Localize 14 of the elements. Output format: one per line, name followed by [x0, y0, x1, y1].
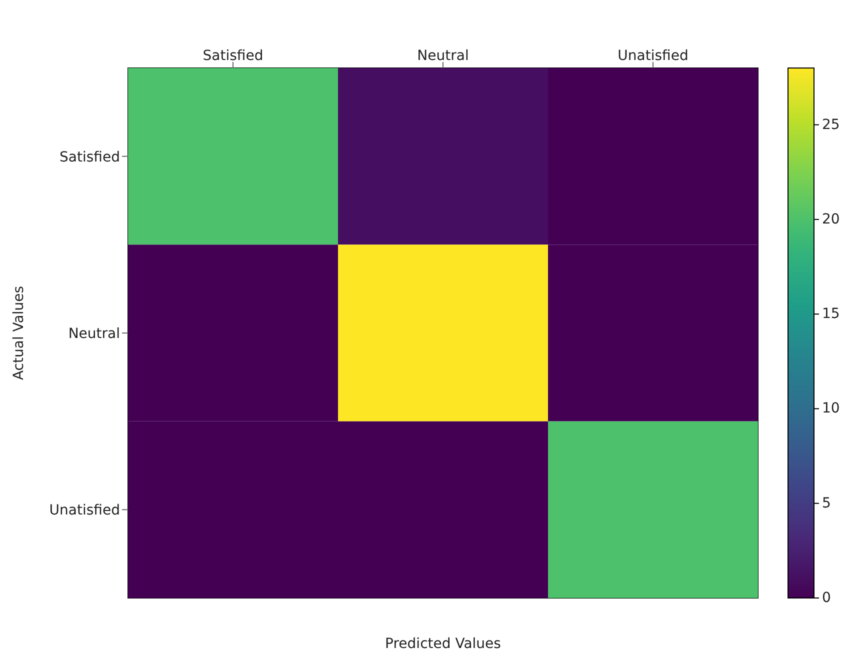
color-bar-label: 20: [822, 211, 840, 228]
y-tick-label: Satisfied: [60, 149, 120, 166]
x-tick-label: Satisfied: [202, 48, 264, 64]
x-tick-label: Unatisfied: [618, 48, 688, 64]
color-bar-label: 10: [822, 400, 840, 417]
x-axis-title: Predicted Values: [385, 636, 501, 652]
y-tick-label: Unatisfied: [49, 502, 120, 519]
color-bar-label: 15: [822, 306, 840, 322]
color-bar-label: 25: [822, 116, 840, 133]
x-tick-label: Neutral: [417, 48, 469, 64]
y-axis-title: Actual Values: [10, 286, 27, 380]
color-bar-label: 5: [822, 495, 831, 512]
color-bar-label: 0: [822, 590, 831, 606]
y-tick-label: Neutral: [68, 326, 120, 342]
